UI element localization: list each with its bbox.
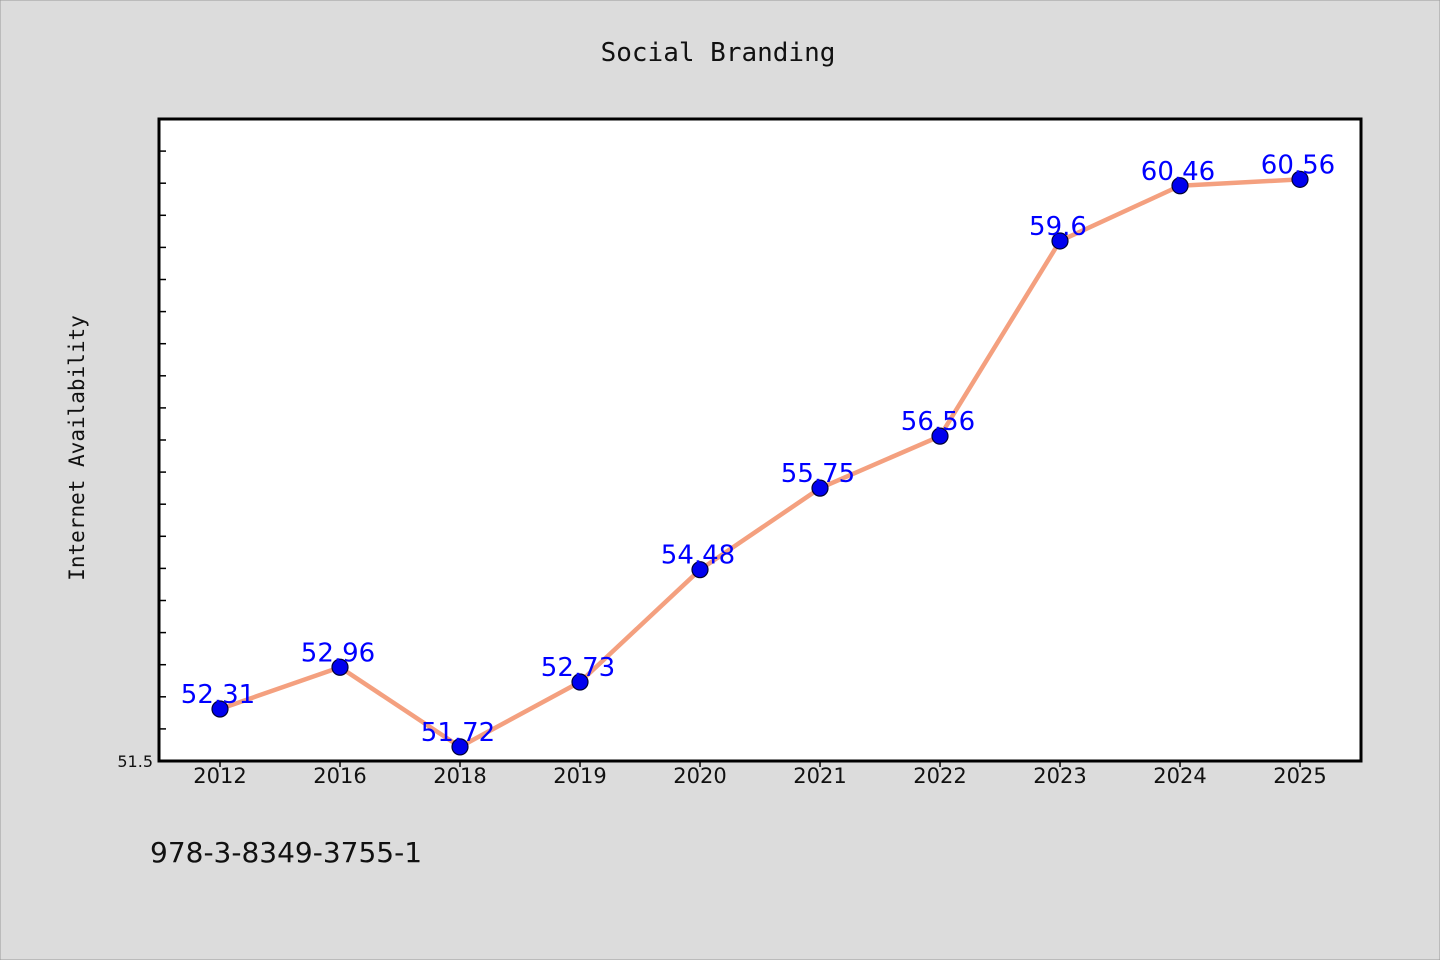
x-tick-label: 2016 [313,764,366,788]
footer-isbn: 978-3-8349-3755-1 [150,836,422,869]
data-point [571,673,589,691]
data-label: 51.72 [421,718,495,748]
data-point [1051,232,1069,250]
x-tick-label: 2012 [193,764,246,788]
x-tick-label: 2023 [1033,764,1086,788]
data-label: 52.31 [181,680,255,710]
data-point [931,427,949,445]
data-point [811,479,829,497]
x-tick-label: 2019 [553,764,606,788]
x-tick-label: 2024 [1153,764,1206,788]
x-axis-ticks: 2012 2016 2018 2019 2020 2021 2022 2023 2024 2025 [193,761,1327,788]
data-label: 60.46 [1141,157,1215,187]
data-point [691,561,709,579]
data-label: 52.96 [301,638,375,668]
y-axis-label: Internet Availability [65,315,89,581]
y-axis-ticks: 51.5 [117,118,166,771]
series-line [219,177,1301,750]
x-tick-label: 2025 [1273,764,1326,788]
data-point [331,658,349,676]
plot-area [157,117,1363,763]
series-layer [211,170,1309,756]
chart-title: Social Branding [601,38,836,68]
data-label: 56.56 [901,407,975,437]
data-label: 54.48 [661,541,735,571]
data-point [1291,170,1309,188]
data-point [211,700,229,718]
data-label: 55.75 [781,459,855,489]
data-point [451,738,469,756]
x-tick-label: 2021 [793,764,846,788]
x-tick-label: 2018 [433,764,486,788]
y-tick-label: 51.5 [117,752,153,771]
data-point [1171,177,1189,195]
data-label: 59.6 [1029,212,1087,242]
x-tick-label: 2022 [913,764,966,788]
data-label: 60.56 [1261,150,1335,180]
x-tick-label: 2020 [673,764,726,788]
data-labels: 52.31 52.96 51.72 52.73 54.48 55.75 56.56 59.6 6… [181,150,1335,748]
data-label: 52.73 [541,653,615,683]
